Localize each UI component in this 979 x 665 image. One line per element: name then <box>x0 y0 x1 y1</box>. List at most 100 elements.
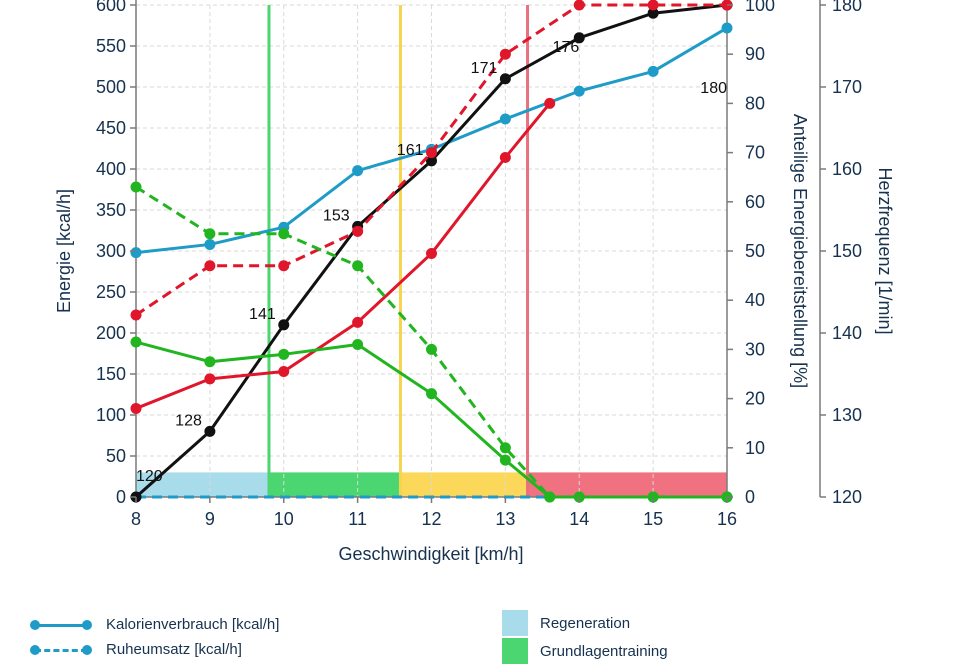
heart-rate-label: 120 <box>136 468 163 485</box>
heart-rate-label: 176 <box>553 39 580 56</box>
heart-rate-label: 141 <box>249 306 276 323</box>
legend-label: Ruheumsatz [kcal/h] <box>106 641 242 658</box>
y-left-tick-label: 100 <box>96 405 126 425</box>
series-point <box>204 260 216 272</box>
series-point <box>426 147 437 159</box>
series-point <box>544 491 556 503</box>
series-point <box>499 442 511 454</box>
heart-rate-label: 153 <box>323 207 350 224</box>
y-right1-tick-label: 40 <box>745 290 765 310</box>
series-point <box>278 319 290 331</box>
zone-band <box>400 472 528 497</box>
y-right2-tick-label: 140 <box>832 323 862 343</box>
x-tick-label: 13 <box>495 509 515 529</box>
y-left-tick-label: 50 <box>106 446 126 466</box>
series-point <box>130 181 142 193</box>
legend-swatch-regeneration-icon <box>502 610 528 636</box>
x-tick-label: 9 <box>205 509 215 529</box>
y-right1-tick-label: 70 <box>745 143 765 163</box>
series-point <box>499 454 511 466</box>
y-right1-tick-label: 10 <box>745 438 765 458</box>
y-right1-tick-label: 0 <box>745 487 755 507</box>
legend-swatch-grundlagentraining-icon <box>502 638 528 664</box>
y-left-tick-label: 250 <box>96 282 126 302</box>
heart-rate-label: 161 <box>397 142 424 159</box>
legend-item-regeneration: Regeneration <box>502 609 668 637</box>
y-left-tick-label: 350 <box>96 200 126 220</box>
series-point <box>721 22 733 34</box>
y-left-tick-label: 550 <box>96 36 126 56</box>
y-axis-right2-title: Herzfrequenz [1/min] <box>875 167 895 334</box>
y-left-tick-label: 500 <box>96 77 126 97</box>
x-tick-label: 14 <box>569 509 589 529</box>
series-line <box>135 102 551 410</box>
series-point <box>647 0 659 11</box>
y-left-tick-label: 200 <box>96 323 126 343</box>
legend-item-kalorienverbrauch: Kalorienverbrauch [kcal/h] <box>30 612 279 637</box>
zone-band <box>268 472 401 497</box>
series-layer <box>130 0 733 503</box>
series-line <box>135 185 727 499</box>
series-point <box>278 228 290 240</box>
y-left-tick-label: 300 <box>96 241 126 261</box>
legend-label: Grundlagentraining <box>540 642 668 660</box>
y-right1-tick-label: 60 <box>745 192 765 212</box>
series-point <box>573 32 585 44</box>
series-point <box>499 73 511 85</box>
series-point <box>278 366 290 378</box>
legend-label: Regeneration <box>540 614 631 632</box>
zone-band <box>527 472 727 497</box>
series-point <box>544 97 556 109</box>
series-3 <box>130 97 556 414</box>
y-right1-tick-label: 100 <box>745 0 775 15</box>
y-right1-tick-label: 20 <box>745 389 765 409</box>
series-point <box>130 336 142 348</box>
series-point <box>130 247 142 259</box>
series-point <box>499 152 511 164</box>
axis-titles: Geschwindigkeit [km/h] Energie [kcal/h] … <box>54 114 895 564</box>
y-right2-tick-label: 150 <box>832 241 862 261</box>
y-right1-tick-label: 50 <box>745 241 765 261</box>
y-axis-left-title: Energie [kcal/h] <box>54 189 74 313</box>
tick-labels: 8 9 10 11 12 13 14 15 16050100150200250300350400… <box>96 0 862 529</box>
y-left-tick-label: 450 <box>96 118 126 138</box>
series-point <box>352 225 364 237</box>
x-axis-title: Geschwindigkeit [km/h] <box>338 544 523 564</box>
y-right2-tick-label: 160 <box>832 159 862 179</box>
x-tick-label: 8 <box>131 509 141 529</box>
y-right2-tick-label: 120 <box>832 487 862 507</box>
series-point <box>352 316 364 328</box>
series-point <box>573 85 585 97</box>
training-zones <box>136 472 727 497</box>
legend-line-dashed-icon <box>30 643 92 657</box>
heart-rate-label: 180 <box>700 80 727 97</box>
series-point <box>573 0 585 11</box>
series-point <box>426 155 437 167</box>
y-left-tick-label: 600 <box>96 0 126 15</box>
y-right1-tick-label: 90 <box>745 44 765 64</box>
x-tick-label: 15 <box>643 509 663 529</box>
series-point <box>352 260 364 272</box>
series-point <box>278 348 290 360</box>
heart-rate-labels: 120 128 141 153 161 171 176 180 <box>136 39 727 485</box>
series-point <box>647 65 659 77</box>
y-left-tick-label: 0 <box>116 487 126 507</box>
y-right2-tick-label: 170 <box>832 77 862 97</box>
series-point <box>499 113 511 125</box>
zone-boundaries <box>267 5 530 497</box>
series-point <box>426 343 437 355</box>
y-right1-tick-label: 30 <box>745 339 765 359</box>
series-point <box>204 373 216 385</box>
series-6 <box>130 181 733 503</box>
heart-rate-label: 128 <box>175 412 202 429</box>
x-tick-label: 12 <box>421 509 441 529</box>
series-point <box>130 402 142 414</box>
x-tick-label: 10 <box>274 509 294 529</box>
y-right1-tick-label: 80 <box>745 93 765 113</box>
series-point <box>204 238 216 250</box>
legend-right: Regeneration Grundlagentraining <box>502 609 668 665</box>
series-point <box>352 165 364 177</box>
series-point <box>352 338 364 350</box>
series-point <box>204 425 216 437</box>
legend-line-solid-icon <box>30 618 92 632</box>
